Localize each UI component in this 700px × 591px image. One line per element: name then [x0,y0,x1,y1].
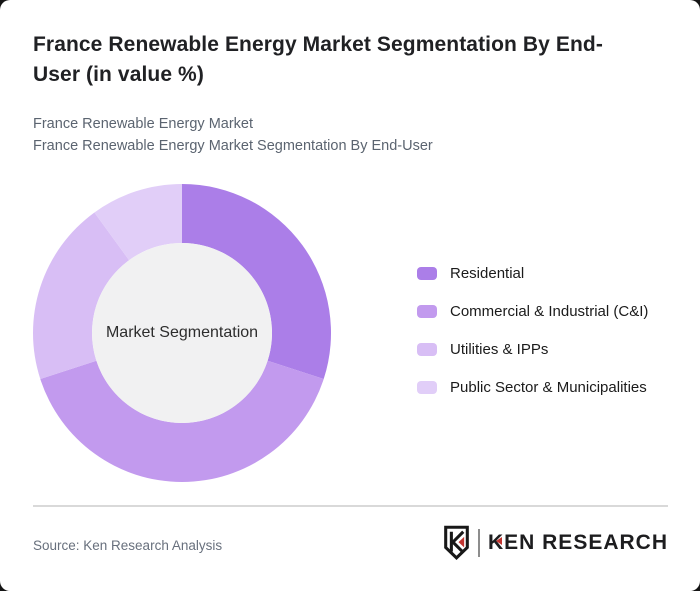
legend-label: Public Sector & Municipalities [450,378,647,396]
donut-chart-svg [33,184,331,482]
ken-research-shield-icon [444,525,469,560]
legend-item-residential[interactable]: Residential [417,264,648,282]
legend-label: Commercial & Industrial (C&I) [450,302,649,320]
brand-name: KEN RESEARCH [487,531,668,554]
donut-segment-public-sector-municipalities[interactable] [94,184,182,261]
subtitle-line-1: France Renewable Energy Market [33,116,254,132]
footer-divider [33,505,668,507]
page-title: France Renewable Energy Market Segmentat… [33,33,603,86]
ken-research-logo: KEN RESEARCH [443,524,668,562]
donut-segment-residential[interactable] [182,184,331,380]
source-attribution: Source: Ken Research Analysis [33,538,223,553]
donut-center-circle [92,243,272,423]
legend-label: Residential [450,264,525,282]
donut-chart: Market Segmentation [32,183,332,483]
legend-item-public-sector[interactable]: Public Sector & Municipalities [417,378,648,396]
brand-k-accent-icon [495,537,502,545]
legend-item-utilities-ipps[interactable]: Utilities & IPPs [417,340,648,358]
donut-center-label: Market Segmentation [105,324,259,341]
donut-segment-utilities-ipps[interactable] [33,212,130,380]
chart-subtitle: France Renewable Energy Market France Re… [33,113,433,157]
legend-swatch-commercial-industrial-icon [417,304,437,318]
legend-item-commercial-industrial[interactable]: Commercial & Industrial (C&I) [417,302,648,320]
donut-segment-commercial-industrial-c-i[interactable] [40,360,324,482]
legend-swatch-utilities-ipps-icon [417,342,437,356]
legend-swatch-residential-icon [417,266,437,280]
legend-swatch-public-sector-icon [417,380,437,394]
subtitle-line-2: France Renewable Energy Market Segmentat… [33,138,433,154]
logo-separator [477,529,480,557]
chart-legend: Residential Commercial & Industrial (C&I… [417,264,648,396]
legend-label: Utilities & IPPs [450,340,549,358]
